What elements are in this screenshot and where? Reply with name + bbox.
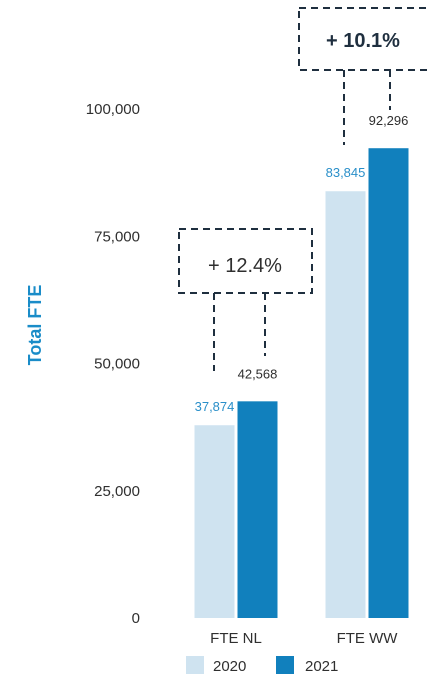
x-axis: FTE NL FTE WW	[210, 630, 398, 647]
y-tick-label: 50,000	[94, 356, 140, 373]
annotation-text: + 10.1%	[326, 30, 400, 52]
bar-2021-fte-ww	[368, 148, 409, 618]
x-tick-label: FTE WW	[337, 630, 399, 647]
data-label: 83,845	[326, 165, 366, 180]
annotations: + 12.4% + 10.1%	[178, 7, 427, 371]
data-label: 92,296	[369, 113, 409, 128]
bar-2020-fte-nl	[194, 425, 235, 618]
y-axis: 0 25,000 50,000 75,000 100,000	[86, 101, 140, 627]
annotation-box	[178, 228, 313, 294]
bars	[194, 148, 409, 618]
y-tick-label: 75,000	[94, 228, 140, 245]
legend-label-2020: 2020	[213, 658, 246, 675]
value-labels: 37,874 42,568 83,845 92,296	[195, 113, 409, 414]
y-tick-label: 0	[132, 610, 140, 627]
y-axis-title: Total FTE	[25, 285, 45, 366]
bar-2020-fte-ww	[325, 191, 366, 618]
data-label: 42,568	[238, 366, 278, 381]
bar-2021-fte-nl	[237, 401, 278, 618]
annotation-box	[298, 7, 427, 71]
legend-swatch-2020	[186, 656, 204, 674]
annotation-text: + 12.4%	[208, 255, 282, 277]
x-tick-label: FTE NL	[210, 630, 262, 647]
data-label: 37,874	[195, 399, 235, 414]
legend-label-2021: 2021	[305, 658, 338, 675]
legend-swatch-2021	[276, 656, 294, 674]
legend: 2020 2021	[186, 656, 338, 675]
y-tick-label: 25,000	[94, 483, 140, 500]
y-tick-label: 100,000	[86, 101, 140, 118]
